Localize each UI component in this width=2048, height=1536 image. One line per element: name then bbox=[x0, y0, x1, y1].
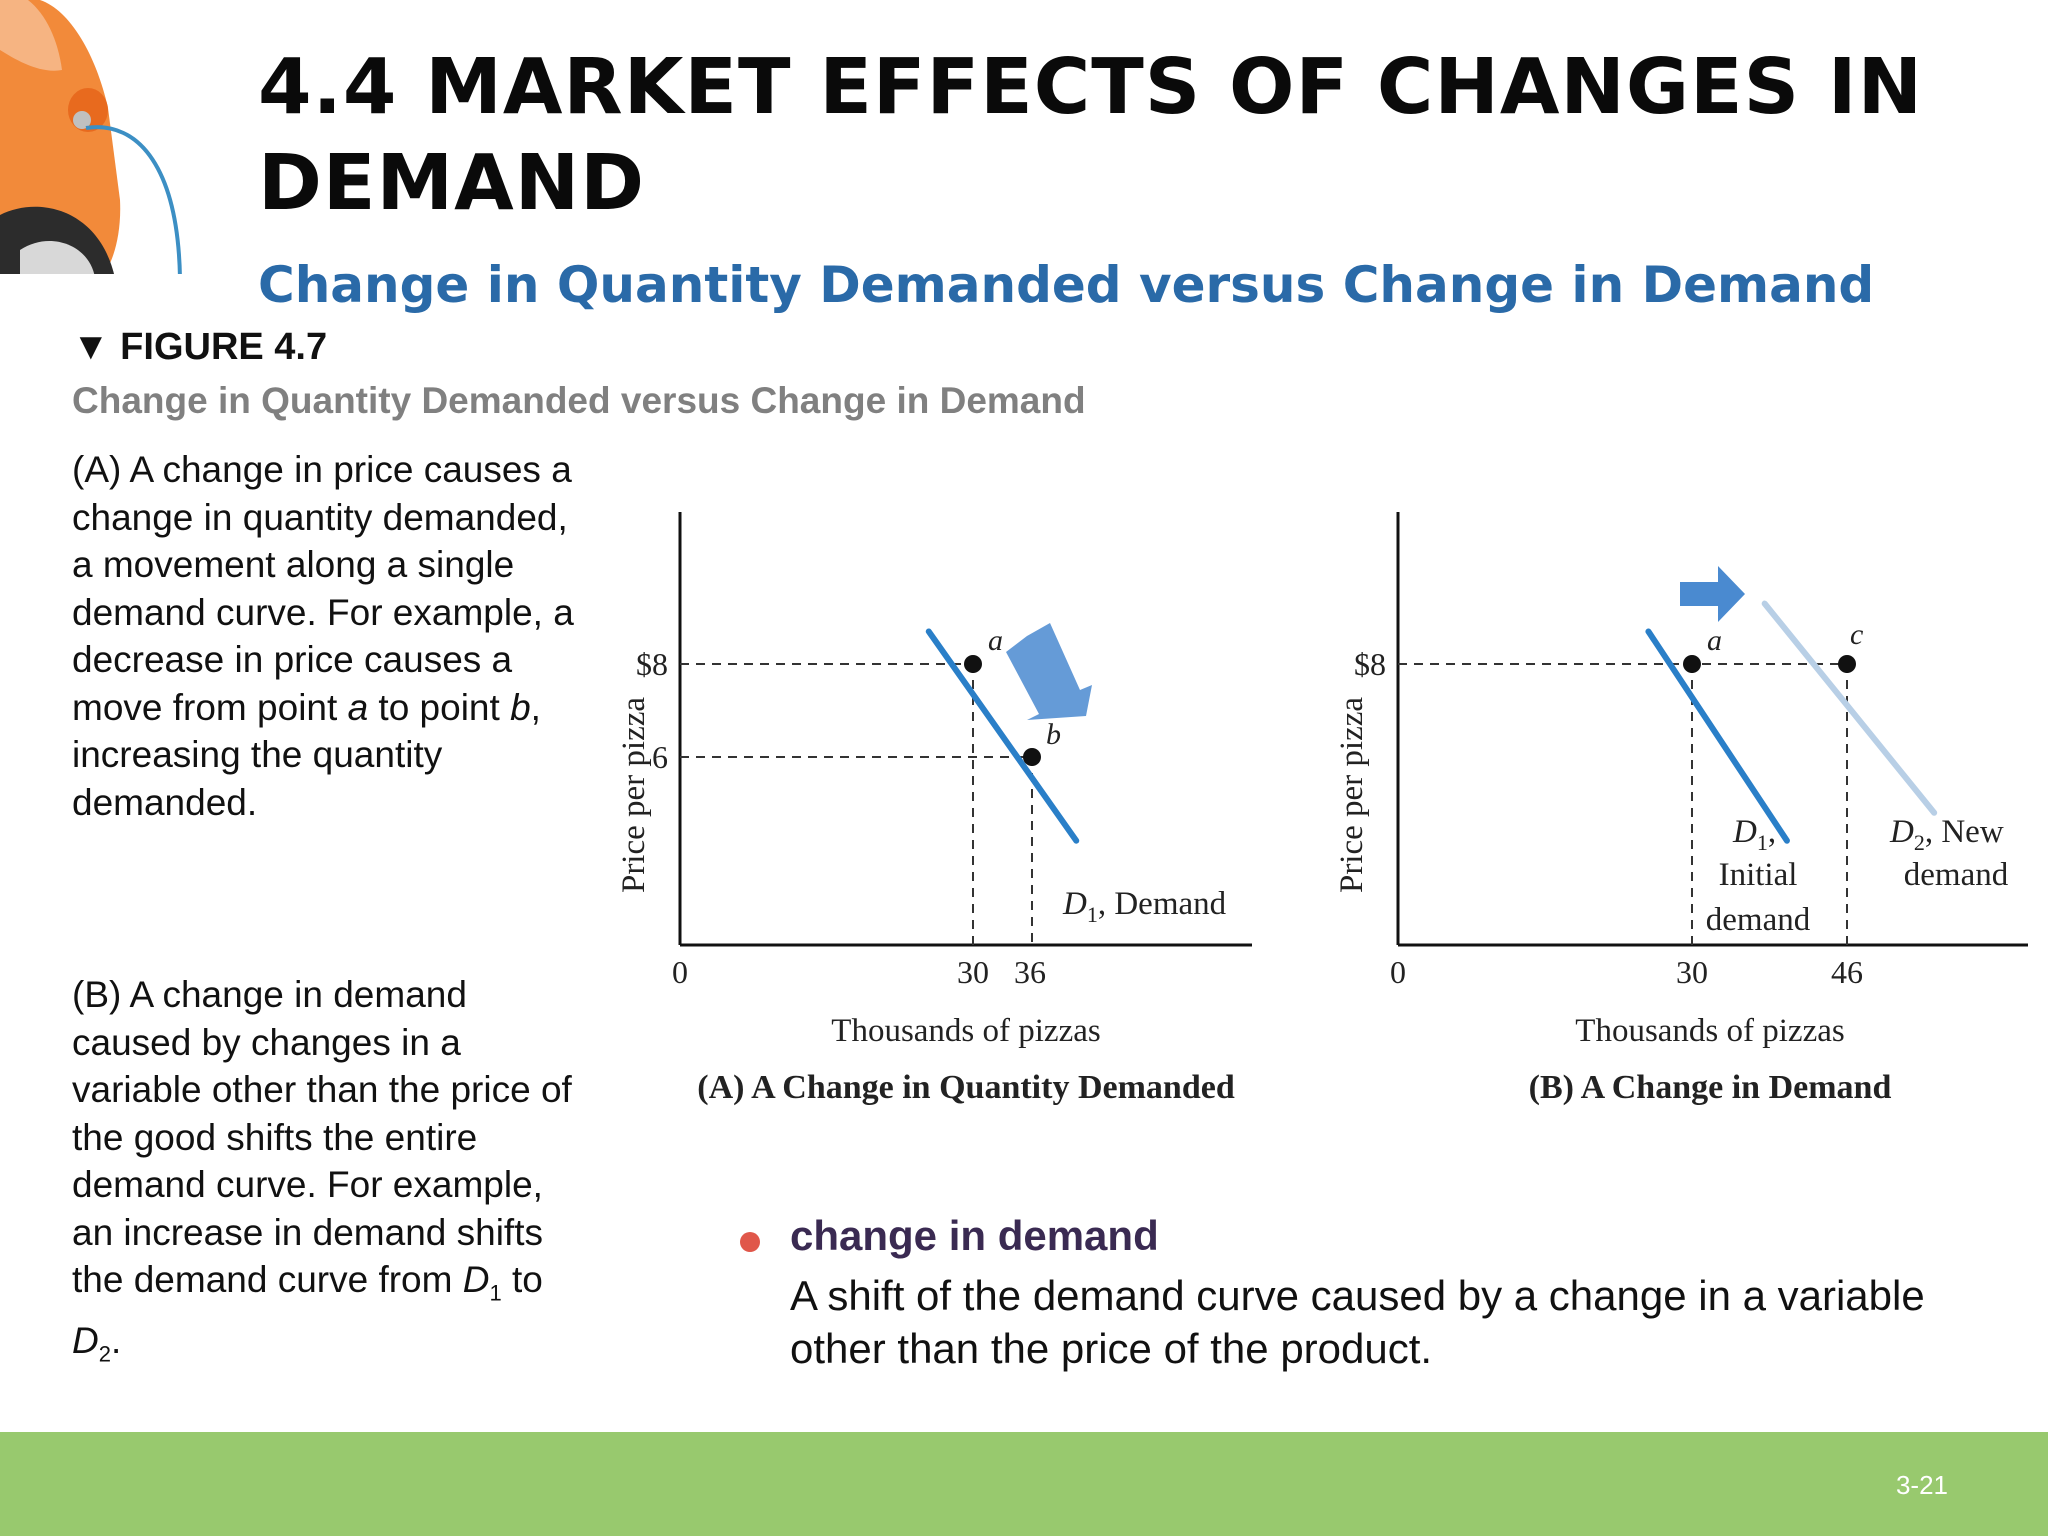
bullet-dot-icon bbox=[740, 1232, 760, 1252]
figure-label: ▼ FIGURE 4.7 bbox=[72, 326, 328, 368]
svg-text:D1,: D1, bbox=[1732, 814, 1776, 855]
chart-b-ytick-8: $8 bbox=[1354, 646, 1386, 682]
explanation-a: (A) A change in price causes a change in… bbox=[72, 449, 574, 823]
chart-a-point-a bbox=[964, 655, 982, 673]
chart-b-point-a-label: a bbox=[1707, 624, 1722, 657]
chart-a-movement-arrow bbox=[1006, 623, 1092, 720]
chart-b-title: (B) A Change in Demand bbox=[1529, 1069, 1892, 1106]
definition-body: A shift of the demand curve caused by a … bbox=[790, 1272, 1925, 1372]
chart-a-origin: 0 bbox=[672, 954, 688, 990]
chart-a-x-label: Thousands of pizzas bbox=[831, 1013, 1100, 1049]
chart-a-title: (A) A Change in Quantity Demanded bbox=[697, 1069, 1235, 1106]
chart-b-origin: 0 bbox=[1390, 954, 1406, 990]
chart-a-point-b bbox=[1023, 748, 1041, 766]
charts-svg: a b $8 6 0 30 36 Thousands of pizzas Pri… bbox=[616, 512, 2028, 1106]
chart-a-ytick-6: 6 bbox=[652, 739, 668, 775]
chart-a: a b $8 6 0 30 36 Thousands of pizzas Pri… bbox=[616, 512, 1252, 1106]
chart-b-d2-label: D2, New demand bbox=[1889, 814, 2009, 893]
footer-bar: 3-21 bbox=[0, 1432, 2048, 1536]
chart-b-point-c bbox=[1838, 655, 1856, 673]
chart-b-point-a bbox=[1683, 655, 1701, 673]
chart-b: a c $8 0 30 46 Thousands of pizzas Price… bbox=[1334, 512, 2028, 1106]
figure-charts: a b $8 6 0 30 36 Thousands of pizzas Pri… bbox=[560, 470, 2048, 1130]
chart-b-new-demand-curve bbox=[1761, 600, 1938, 816]
slide-title: 4.4 MARKET EFFECTS OF CHANGES IN DEMAND bbox=[258, 43, 1924, 228]
chart-a-ytick-8: $8 bbox=[636, 646, 668, 682]
chart-b-y-label: Price per pizza bbox=[1334, 697, 1370, 893]
car-logo-image bbox=[0, 0, 190, 278]
chart-b-xtick-46: 46 bbox=[1831, 954, 1863, 990]
chart-b-initial-demand-curve bbox=[1645, 628, 1790, 844]
chart-a-xtick-36: 36 bbox=[1014, 954, 1046, 990]
chart-b-x-label: Thousands of pizzas bbox=[1575, 1013, 1844, 1049]
chart-a-y-label: Price per pizza bbox=[616, 697, 652, 893]
definition-term: change in demand bbox=[790, 1212, 1159, 1259]
chart-a-xtick-30: 30 bbox=[957, 954, 989, 990]
chart-b-point-c-label: c bbox=[1850, 618, 1863, 651]
chart-a-curve-label: D1, Demand bbox=[1062, 886, 1227, 927]
svg-text:demand: demand bbox=[1706, 902, 1811, 938]
explanation-b: (B) A change in demand caused by changes… bbox=[72, 974, 572, 1367]
chart-b-xtick-30: 30 bbox=[1676, 954, 1708, 990]
chart-b-shift-arrow bbox=[1680, 566, 1745, 622]
chart-b-d1-label: D1, Initial demand bbox=[1706, 814, 1811, 938]
svg-text:demand: demand bbox=[1904, 857, 2009, 893]
figure-caption: Change in Quantity Demanded versus Chang… bbox=[72, 380, 1086, 421]
chart-a-point-a-label: a bbox=[988, 624, 1003, 657]
slide-subtitle: Change in Quantity Demanded versus Chang… bbox=[258, 256, 1875, 314]
page-number: 3-21 bbox=[1895, 1470, 1948, 1500]
chart-a-point-b-label: b bbox=[1046, 718, 1061, 751]
svg-text:Initial: Initial bbox=[1719, 857, 1798, 893]
chart-a-demand-curve bbox=[925, 628, 1080, 844]
svg-text:D2, New: D2, New bbox=[1889, 814, 2004, 855]
